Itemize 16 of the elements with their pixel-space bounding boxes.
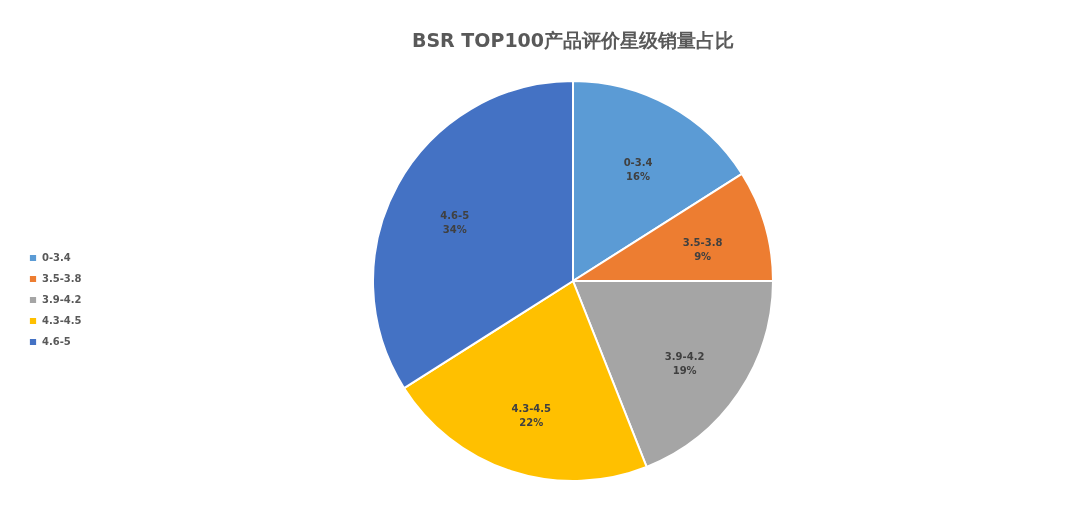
slice-label: 3.5-3.8 bbox=[682, 237, 723, 249]
legend-label: 0-3.4 bbox=[42, 252, 71, 263]
chart-title: BSR TOP100产品评价星级销量占比 bbox=[411, 29, 735, 51]
slice-label: 4.6-5 bbox=[440, 209, 470, 221]
slice-label: 4.3-4.5 bbox=[511, 403, 552, 415]
data-label: 19% bbox=[672, 364, 697, 376]
legend-label: 3.9-4.2 bbox=[42, 294, 82, 305]
data-label: 34% bbox=[442, 223, 467, 235]
legend-label: 4.6-5 bbox=[42, 336, 71, 347]
data-label: 9% bbox=[694, 251, 712, 263]
slice-label: 0-3.4 bbox=[623, 156, 653, 168]
slice-label: 3.9-4.2 bbox=[664, 350, 705, 362]
legend-label: 4.3-4.5 bbox=[42, 315, 82, 326]
data-label: 22% bbox=[519, 417, 544, 429]
legend-label: 3.5-3.8 bbox=[42, 273, 82, 284]
data-label: 16% bbox=[626, 170, 651, 182]
